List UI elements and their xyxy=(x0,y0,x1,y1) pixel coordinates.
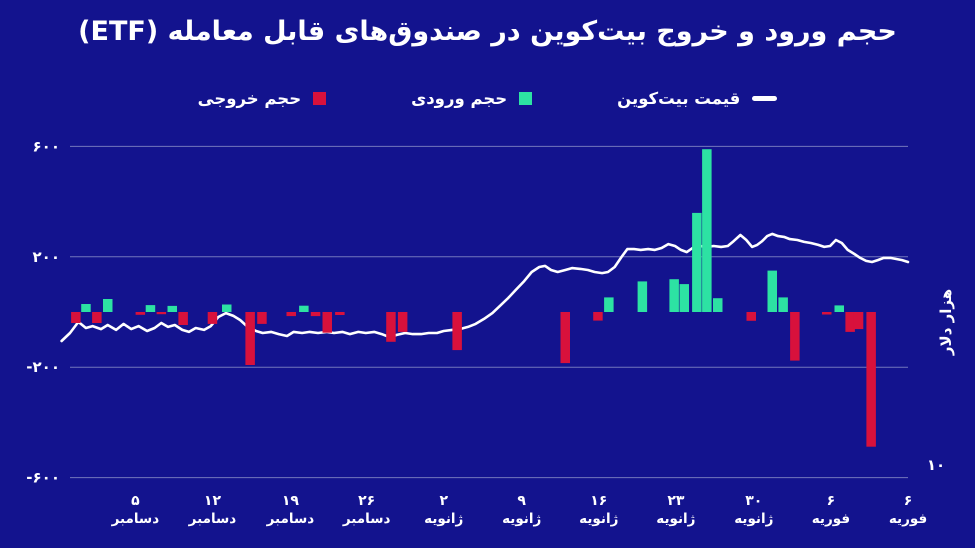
chart-title: حجم ورود و خروج بیت‌کوین در صندوق‌های قا… xyxy=(78,16,897,47)
y-axis-label: -۶۰۰ xyxy=(26,469,60,487)
x-axis-tick-day: ۳۰ xyxy=(745,493,762,509)
outflow-bar xyxy=(286,312,296,317)
x-axis-tick-day: ۲۶ xyxy=(358,493,375,509)
inflow-bar xyxy=(167,305,177,312)
outflow-bar xyxy=(207,312,218,324)
outflow-bar xyxy=(790,312,800,361)
y-axis-label: -۲۰۰ xyxy=(26,358,60,376)
x-axis-tick-month: فوریه xyxy=(889,511,927,527)
outflow-bar xyxy=(560,312,570,364)
inflow-bar xyxy=(145,305,156,312)
inflow-bar xyxy=(669,279,679,312)
outflow-bar xyxy=(257,312,267,324)
x-axis-tick-day: ۲۳ xyxy=(667,493,685,509)
x-axis-tick-day: ۱۶ xyxy=(590,493,607,509)
legend-item-inflow: حجم ورودی xyxy=(411,88,533,108)
legend-item-price: قیمت بیت‌کوین xyxy=(617,88,778,108)
x-axis-tick-day: ۶ xyxy=(904,493,913,509)
x-axis-tick-day: ۲ xyxy=(439,493,448,509)
x-axis-tick-month: فوریه xyxy=(812,511,850,527)
inflow-bar xyxy=(604,297,614,312)
outflow-bar xyxy=(386,312,396,342)
chart-legend: قیمت بیت‌کوین حجم ورودی حجم خروجی xyxy=(0,84,975,112)
legend-outflow-label: حجم خروجی xyxy=(197,88,302,108)
legend-inflow-label: حجم ورودی xyxy=(411,88,508,108)
legend-item-outflow: حجم خروجی xyxy=(197,88,327,108)
outflow-bar xyxy=(322,312,332,333)
inflow-bar xyxy=(222,304,232,312)
outflow-bar xyxy=(822,312,832,315)
legend-price-label: قیمت بیت‌کوین xyxy=(617,88,741,108)
x-axis-tick-month: ژانویه xyxy=(502,511,541,527)
x-axis-tick-month: دسامبر xyxy=(188,511,237,527)
outflow-swatch xyxy=(313,91,327,105)
x-axis-tick-month: دسامبر xyxy=(342,511,391,527)
inflow-bar xyxy=(778,297,788,312)
inflow-bar xyxy=(679,284,689,312)
x-axis-tick-month: ژانویه xyxy=(424,511,463,527)
x-axis-tick-day: ۶ xyxy=(827,493,836,509)
outflow-bar xyxy=(135,312,146,315)
inflow-bar xyxy=(81,304,91,312)
outflow-bar xyxy=(853,312,864,330)
inflow-bar xyxy=(637,281,648,312)
inflow-bar xyxy=(767,270,777,312)
outflow-bar xyxy=(156,312,167,315)
x-axis-tick-day: ۹ xyxy=(517,493,526,509)
x-axis-tick-month: دسامبر xyxy=(111,511,160,527)
outflow-bar xyxy=(92,312,102,323)
x-axis-tick-day: ۱۲ xyxy=(204,493,222,509)
price-line xyxy=(60,232,910,343)
inflow-bar xyxy=(692,212,702,312)
x-axis-tick-month: ژانویه xyxy=(579,511,618,527)
outflow-bar xyxy=(335,312,345,315)
outflow-bar xyxy=(397,312,408,332)
inflow-bar xyxy=(299,305,309,312)
outflow-bar xyxy=(178,312,188,325)
right-axis-label: هزار دلار xyxy=(937,289,955,356)
outflow-bar xyxy=(593,312,603,321)
outflow-bar xyxy=(245,312,255,365)
y-axis-label: ۲۰۰ xyxy=(33,248,60,266)
x-axis-tick-month: دسامبر xyxy=(266,511,315,527)
y-axis-label: ۶۰۰ xyxy=(33,137,60,155)
inflow-bar xyxy=(103,299,113,312)
inflow-bar xyxy=(834,305,844,312)
inflow-bar xyxy=(702,149,712,312)
outflow-bar xyxy=(866,312,876,447)
outflow-bar xyxy=(71,312,81,323)
x-axis-tick-month: ژانویه xyxy=(656,511,695,527)
inflow-swatch xyxy=(519,91,533,105)
outflow-bar xyxy=(310,312,321,317)
outflow-bar xyxy=(845,312,855,332)
right-axis-tick: ۱۰ xyxy=(927,456,945,474)
inflow-bar xyxy=(713,298,723,312)
x-axis-tick-day: ۵ xyxy=(131,493,140,509)
price-line-swatch xyxy=(752,95,778,101)
x-axis-tick-day: ۱۹ xyxy=(282,493,300,509)
outflow-bar xyxy=(746,312,756,321)
x-axis-tick-month: ژانویه xyxy=(734,511,773,527)
outflow-bar xyxy=(452,312,462,351)
